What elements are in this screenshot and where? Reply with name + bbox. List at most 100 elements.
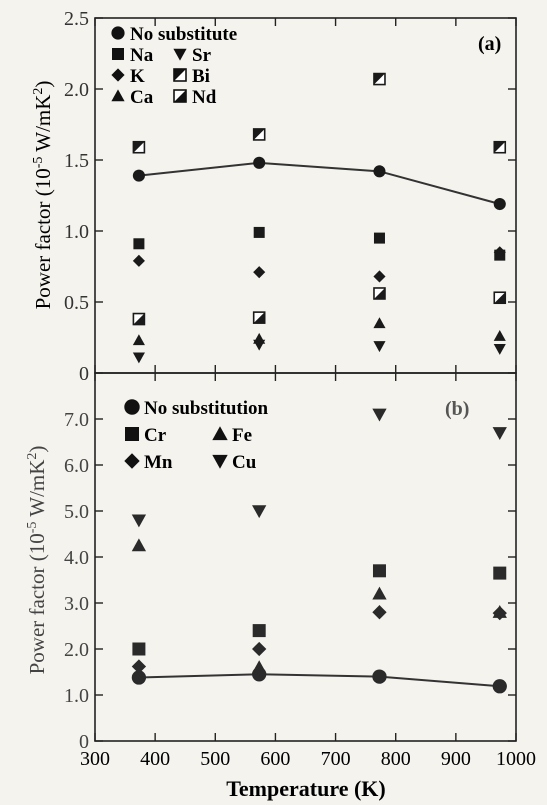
legend-item: Nd <box>173 87 217 108</box>
series-mn <box>131 605 507 674</box>
x-tick-label: 300 <box>80 748 110 770</box>
x-tick-label: 500 <box>200 748 230 770</box>
point-no-substitute <box>132 169 145 182</box>
panel-b-legend: No substitution Cr Mn Fe Cu <box>124 398 268 473</box>
point-bi <box>132 140 146 154</box>
panel-a-ytick-label: 1.5 <box>64 150 89 172</box>
point-mn <box>372 605 387 620</box>
x-axis: 300 400 500 600 700 800 900 1000 <box>80 748 536 770</box>
legend-marker-mn <box>124 453 140 469</box>
point-no-substitute <box>253 156 266 169</box>
point-mn <box>252 641 267 657</box>
panel-b-label: (b) <box>445 398 469 420</box>
legend-marker-no-substitution <box>124 399 140 415</box>
legend-item: Na <box>112 45 154 66</box>
point-cu <box>372 408 387 422</box>
series-k <box>132 246 506 283</box>
panel-a-frame <box>94 17 517 374</box>
point-na <box>133 238 145 250</box>
point-nd <box>493 291 507 305</box>
series-bi <box>132 72 507 154</box>
point-sr <box>373 341 386 353</box>
legend-item: K <box>111 66 145 87</box>
x-tick-label: 800 <box>381 748 411 770</box>
legend-marker-sr <box>173 48 187 61</box>
point-mn <box>131 659 147 674</box>
legend-item: Fe <box>212 425 252 446</box>
x-tick-label: 700 <box>321 748 351 770</box>
legend-marker-na <box>112 48 124 60</box>
legend-marker-no-substitute <box>111 26 125 40</box>
point-cr <box>252 624 266 638</box>
point-bi <box>373 72 386 86</box>
panel-b-ytick-label: 4.0 <box>64 547 89 569</box>
legend-label: Bi <box>192 66 210 87</box>
panel-b-ylabel: Power factor (10-5 W/mK2) <box>25 446 49 675</box>
x-tick-label: 900 <box>441 748 471 770</box>
series-sr <box>132 339 506 364</box>
series-no-substitute <box>132 156 506 211</box>
point-k <box>253 266 266 279</box>
point-nd <box>373 287 386 300</box>
legend-item: Cr <box>125 425 167 446</box>
point-bi <box>252 128 266 141</box>
point-na <box>253 226 265 238</box>
legend-item: Ca <box>111 87 154 108</box>
point-fe <box>252 660 267 674</box>
point-cu <box>492 427 507 440</box>
point-k <box>132 254 145 267</box>
legend-label: No substitution <box>144 398 268 419</box>
x-tick-label: 400 <box>140 748 170 770</box>
point-sr <box>132 352 145 364</box>
series-no-substitution-line <box>138 673 500 688</box>
legend-marker-fe <box>212 426 228 441</box>
panel-b-ytick-label: 2.0 <box>64 639 89 661</box>
legend-label: Nd <box>192 87 217 108</box>
point-fe <box>492 605 507 618</box>
point-nd <box>132 312 146 326</box>
series-no-substitution <box>131 667 507 694</box>
panel-a-ytick-label: 1.0 <box>64 221 89 243</box>
legend-item: Cu <box>212 452 257 473</box>
x-axis-label: Temperature (K) <box>226 776 385 801</box>
panel-b: 0 1.0 2.0 3.0 4.0 5.0 6.0 7.0 No substitution Cr M… <box>25 372 517 753</box>
point-ca <box>373 317 386 329</box>
series-ca <box>132 317 506 346</box>
legend-label: No substitute <box>130 24 237 45</box>
point-fe <box>372 586 387 600</box>
legend-label: Sr <box>192 45 212 66</box>
legend-item: Bi <box>173 66 210 87</box>
panel-b-ytick-label: 3.0 <box>64 593 89 615</box>
point-nd <box>252 311 266 324</box>
legend-label: Mn <box>144 452 173 473</box>
panel-a-ytick-label: 2.5 <box>64 8 89 30</box>
series-fe <box>131 538 507 674</box>
legend-marker-cu <box>212 454 228 469</box>
point-fe <box>131 538 147 552</box>
panel-b-ytick-label: 0 <box>79 731 89 753</box>
panel-a-ylabel: Power factor (10-5 W/mK2) <box>31 81 55 310</box>
point-ca <box>493 330 506 341</box>
series-no-substitute-line <box>138 161 501 205</box>
series-cr <box>132 564 507 656</box>
point-cr <box>372 564 386 578</box>
legend-marker-nd <box>173 89 187 103</box>
legend-marker-ca <box>111 89 125 102</box>
panel-b-ytick-label: 5.0 <box>64 501 89 523</box>
point-no-substitution <box>372 669 387 684</box>
panel-a-label: (a) <box>478 33 501 55</box>
legend-marker-bi <box>173 68 187 82</box>
legend-label: Ca <box>130 87 154 108</box>
point-bi <box>493 140 507 154</box>
point-no-substitute <box>373 165 386 178</box>
point-k <box>493 246 506 259</box>
point-no-substitution <box>131 670 147 685</box>
series-na <box>133 226 506 261</box>
point-k <box>373 270 386 283</box>
panel-a-ytick-label: 0 <box>79 363 89 385</box>
point-no-substitute <box>493 197 506 211</box>
point-cu <box>252 505 267 519</box>
legend-item: Mn <box>124 452 173 473</box>
